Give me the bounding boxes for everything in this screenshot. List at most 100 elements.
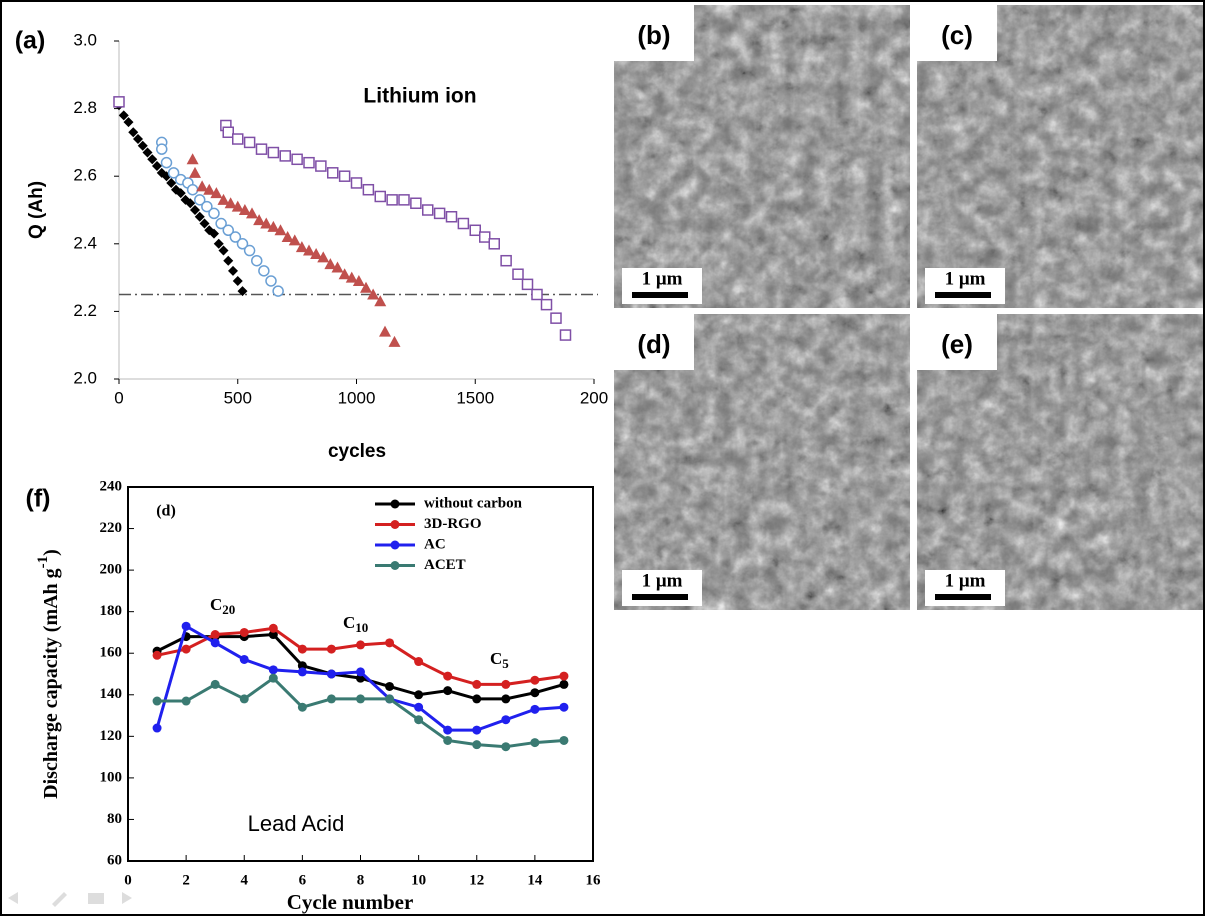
point <box>181 644 191 654</box>
y-axis-label-part: -1 <box>35 556 51 569</box>
point <box>251 254 263 267</box>
annotation: Lead Acid <box>248 811 345 836</box>
y-tick-label: 3.0 <box>73 30 97 49</box>
point <box>410 197 422 209</box>
x-tick-label: 16 <box>586 872 602 888</box>
point <box>457 217 470 230</box>
y-tick-label: 2.4 <box>73 233 97 252</box>
point <box>238 204 251 215</box>
point <box>472 725 482 735</box>
point <box>194 194 206 206</box>
point <box>445 211 458 223</box>
point <box>210 638 220 648</box>
point <box>414 702 424 712</box>
point <box>147 154 158 165</box>
y-axis-label: Discharge capacity (mAh g-1) <box>35 549 61 799</box>
point <box>310 247 323 259</box>
series-line <box>157 676 565 749</box>
point <box>243 136 256 149</box>
point <box>210 679 220 689</box>
point <box>288 234 301 246</box>
y-tick-label: 100 <box>100 769 123 785</box>
point <box>422 204 434 216</box>
point <box>479 231 491 243</box>
point <box>559 735 569 745</box>
point <box>232 133 244 145</box>
point <box>559 702 569 712</box>
scale-bar <box>632 292 688 298</box>
point <box>199 218 210 229</box>
point <box>156 143 168 155</box>
point <box>260 217 273 229</box>
scale-label: 1 μm <box>642 570 683 591</box>
scale-bar <box>935 594 991 600</box>
point <box>239 654 249 664</box>
rate-label-sub: 10 <box>355 620 368 635</box>
x-tick-label: 1500 <box>456 388 494 407</box>
rate-label-sub: 5 <box>502 656 509 671</box>
y-tick-label: 80 <box>107 811 122 827</box>
x-tick-label: 10 <box>411 872 426 888</box>
point <box>201 200 213 213</box>
point <box>540 298 553 311</box>
point <box>472 740 482 750</box>
point <box>181 696 191 706</box>
point <box>338 170 351 182</box>
point <box>500 254 512 267</box>
point <box>232 275 243 286</box>
y-axis-label-part: ) <box>40 549 62 556</box>
point <box>133 134 143 145</box>
point <box>209 228 219 239</box>
point <box>268 665 278 675</box>
point <box>228 265 238 276</box>
point <box>152 161 162 172</box>
point <box>385 694 395 704</box>
point <box>317 251 330 263</box>
point <box>338 268 351 280</box>
panel-label: (a) <box>15 27 46 55</box>
sem-panels: (b) 1 μm (c) 1 μm (d) 1 μm (e) 1 μm <box>614 5 1203 610</box>
legend-marker <box>390 520 400 529</box>
inner-label: (d) <box>156 503 176 520</box>
annotation: Lithium ion <box>363 85 476 108</box>
point <box>258 265 270 277</box>
point <box>267 220 280 232</box>
point <box>345 271 358 283</box>
point <box>367 288 380 300</box>
y-tick-label: 2.8 <box>73 98 97 117</box>
y-axis-label: Q (Ah) <box>26 181 47 239</box>
point <box>265 275 277 287</box>
point <box>559 329 572 341</box>
y-axis-label-part: Discharge capacity (mAh g <box>40 568 62 799</box>
label-box <box>917 314 997 370</box>
point <box>559 671 569 681</box>
scale-label: 1 μm <box>642 268 683 289</box>
scale-bar <box>632 594 688 600</box>
point <box>374 190 386 203</box>
point <box>237 286 248 297</box>
point <box>472 679 482 689</box>
point <box>123 117 134 128</box>
point <box>356 694 365 704</box>
y-tick-label: 180 <box>100 603 123 619</box>
panel-label: (d) <box>637 329 670 359</box>
point <box>208 207 220 220</box>
y-tick-label: 240 <box>100 478 123 494</box>
y-tick-label: 200 <box>100 562 123 578</box>
point <box>559 679 569 689</box>
point <box>303 156 315 169</box>
point <box>291 153 303 166</box>
point <box>279 150 291 162</box>
point <box>326 694 336 704</box>
point <box>118 110 129 121</box>
point <box>272 285 284 297</box>
point <box>297 702 307 712</box>
point <box>443 735 453 745</box>
point <box>443 725 453 735</box>
label-box <box>614 314 694 370</box>
panel-label: (c) <box>941 20 973 50</box>
point <box>229 231 242 243</box>
point <box>297 667 307 677</box>
point <box>356 667 365 677</box>
